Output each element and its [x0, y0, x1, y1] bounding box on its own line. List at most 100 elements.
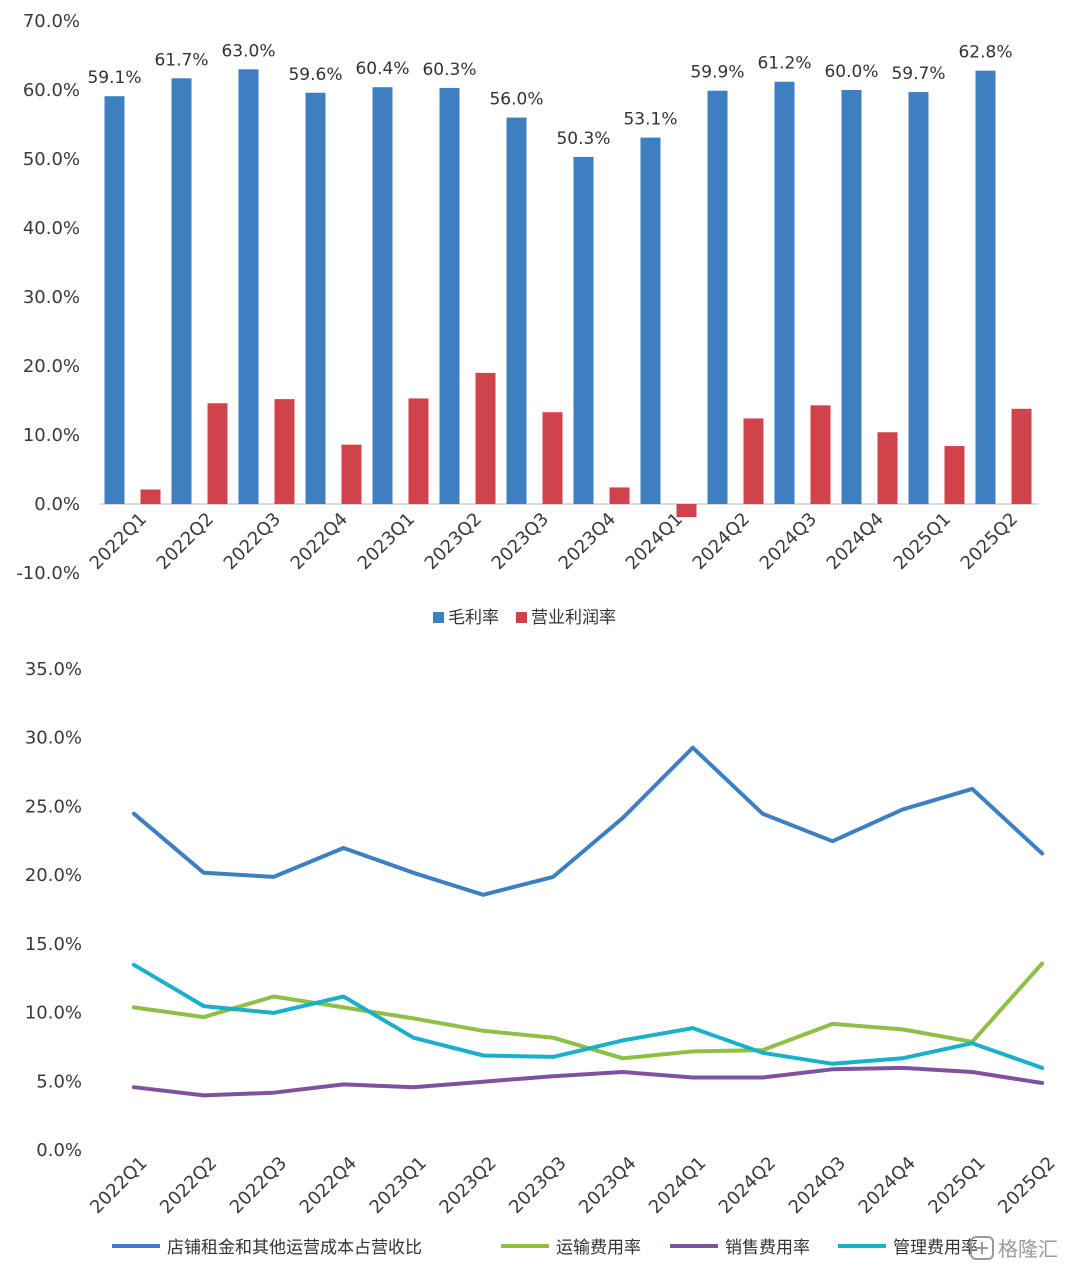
bar-operating-margin [877, 432, 898, 504]
legend-label: 运输费用率 [556, 1238, 641, 1258]
data-label: 62.8% [958, 43, 1012, 63]
x-tick-label: 2024Q2 [715, 1153, 780, 1218]
x-tick-label: 2025Q1 [924, 1153, 989, 1218]
x-tick-label: 2023Q1 [354, 509, 419, 574]
legend-label: 管理费用率 [893, 1238, 978, 1258]
x-tick-label: 2024Q2 [689, 509, 754, 574]
data-label: 63.0% [221, 41, 275, 61]
bar-gross-margin [640, 137, 661, 505]
bar-gross-margin [841, 90, 862, 504]
bar-operating-margin [408, 398, 429, 504]
x-tick-label: 2024Q1 [645, 1153, 710, 1218]
data-label: 59.9% [690, 63, 744, 83]
data-label: 59.6% [288, 65, 342, 85]
y-tick-label: 35.0% [25, 659, 82, 680]
y-tick-label: 20.0% [23, 356, 80, 377]
bar-gross-margin [305, 92, 326, 504]
x-tick-label: 2022Q3 [226, 1153, 291, 1218]
y-tick-label: 70.0% [23, 11, 80, 32]
bar-gross-margin [104, 96, 125, 505]
y-tick-label: 5.0% [36, 1071, 82, 1092]
x-tick-label: 2025Q2 [957, 509, 1022, 574]
x-tick-label: 2023Q2 [435, 1153, 500, 1218]
watermark-text: 格隆汇 [998, 1237, 1058, 1261]
x-tick-label: 2025Q1 [890, 509, 955, 574]
y-tick-label: 10.0% [23, 425, 80, 446]
bar-operating-margin [140, 489, 161, 504]
y-tick-label: 20.0% [25, 865, 82, 886]
data-label: 56.0% [489, 90, 543, 110]
bar-gross-margin [975, 70, 996, 505]
y-tick-label: 0.0% [34, 494, 80, 515]
legend-swatch [433, 612, 444, 623]
bar-gross-margin [171, 78, 192, 505]
y-tick-label: 40.0% [23, 218, 80, 239]
bar-operating-margin [743, 418, 764, 504]
bar-operating-margin [341, 444, 362, 504]
bar-chart: -10.0% 0.0% 10.0% 20.0% 30.0% 40.0% 50.0% 60.0%… [16, 11, 1038, 628]
x-tick-label: 2022Q1 [86, 1153, 151, 1218]
y-tick-label: 25.0% [25, 796, 82, 817]
x-tick-label: 2024Q3 [756, 509, 821, 574]
bar-operating-margin [542, 412, 563, 504]
series-line [131, 962, 1045, 1070]
y-tick-label: 50.0% [23, 149, 80, 170]
bar-gross-margin [573, 156, 594, 504]
legend-swatch [516, 612, 527, 623]
bar-operating-margin [609, 487, 630, 504]
data-label: 60.3% [422, 60, 476, 80]
y-tick-label: 30.0% [23, 287, 80, 308]
bar-operating-margin [207, 403, 228, 504]
data-label: 61.7% [154, 50, 208, 70]
bar-operating-margin [1011, 408, 1032, 504]
x-tick-label: 2024Q3 [785, 1153, 850, 1218]
x-tick-label: 2024Q4 [823, 509, 888, 574]
watermark: 格隆汇 [970, 1236, 1058, 1261]
bar-gross-margin [707, 90, 728, 504]
legend-label: 毛利率 [448, 608, 499, 628]
data-label: 61.2% [757, 54, 811, 74]
x-tick-label: 2022Q4 [287, 509, 352, 574]
data-label: 60.0% [824, 62, 878, 82]
x-tick-label: 2022Q3 [220, 509, 285, 574]
x-tick-label: 2022Q2 [156, 1153, 221, 1218]
bar-gross-margin [506, 117, 527, 504]
x-tick-label: 2024Q4 [855, 1153, 920, 1218]
line-chart: 0.0% 5.0% 10.0% 15.0% 20.0% 25.0% 30.0% 35.0% 20… [25, 659, 1060, 1258]
gelonghui-logo-icon [970, 1236, 994, 1260]
data-label: 50.3% [556, 129, 610, 149]
bar-gross-margin [439, 87, 460, 505]
series-line [131, 1065, 1045, 1098]
data-label: 59.7% [891, 64, 945, 84]
bar-gross-margin [372, 87, 393, 505]
y-tick-label: 60.0% [23, 80, 80, 101]
x-tick-label: 2022Q4 [296, 1153, 361, 1218]
bar-operating-margin [676, 504, 697, 518]
y-tick-label: 0.0% [36, 1140, 82, 1161]
data-label: 53.1% [623, 110, 677, 130]
bar-operating-margin [475, 372, 496, 504]
series-line [131, 745, 1045, 897]
legend-label: 店铺租金和其他运营成本占营收比 [167, 1238, 422, 1258]
y-tick-label: -10.0% [16, 563, 80, 584]
data-label: 60.4% [355, 59, 409, 79]
x-tick-label: 2022Q1 [86, 509, 151, 574]
x-tick-label: 2025Q2 [994, 1153, 1059, 1218]
bar-gross-margin [238, 69, 259, 505]
y-tick-label: 15.0% [25, 934, 82, 955]
bar-operating-margin [274, 399, 295, 504]
x-tick-label: 2023Q4 [575, 1153, 640, 1218]
data-label: 59.1% [87, 68, 141, 88]
x-tick-label: 2023Q3 [505, 1153, 570, 1218]
y-tick-label: 30.0% [25, 728, 82, 749]
x-tick-label: 2024Q1 [622, 509, 687, 574]
x-tick-label: 2023Q4 [555, 509, 620, 574]
bar-gross-margin [774, 81, 795, 504]
bar-operating-margin [944, 446, 965, 504]
y-tick-label: 10.0% [25, 1003, 82, 1024]
legend-label: 销售费用率 [725, 1238, 810, 1258]
x-tick-label: 2023Q1 [366, 1153, 431, 1218]
x-tick-label: 2022Q2 [153, 509, 218, 574]
x-tick-label: 2023Q2 [421, 509, 486, 574]
